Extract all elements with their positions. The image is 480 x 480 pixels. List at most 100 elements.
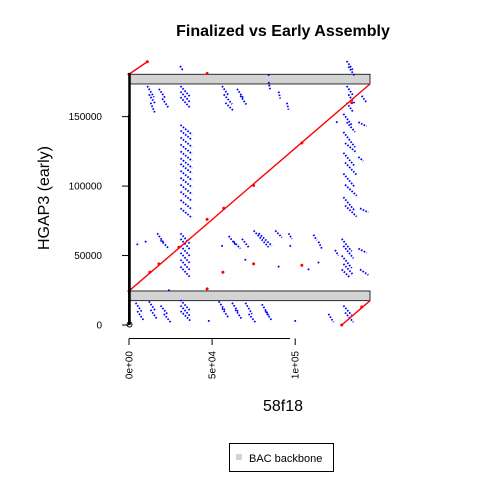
reverse-alignment: [221, 307, 230, 319]
x-tick-label: 5e+04: [208, 351, 219, 380]
y-tick-label: 100000: [69, 182, 103, 193]
x-tick-label: 0e+00: [125, 351, 136, 380]
reverse-alignment: [344, 311, 355, 323]
reverse-alignment: [136, 310, 145, 322]
reverse-alignment: [233, 241, 242, 250]
reverse-alignment: [236, 88, 245, 100]
forward-point: [145, 60, 149, 64]
reverse-alignment: [159, 239, 170, 250]
reverse-alignment: [359, 207, 369, 214]
reverse-alignment: [179, 129, 193, 141]
reverse-alignment: [179, 143, 193, 155]
reverse-alignment: [179, 124, 193, 136]
reverse-alignment: [334, 249, 340, 257]
reverse-alignment: [342, 131, 356, 148]
reverse-alignment: [179, 163, 193, 175]
forward-point: [252, 262, 256, 266]
reverse-alignment: [244, 302, 253, 315]
reverse-alignment: [252, 229, 270, 248]
reverse-alignment: [342, 304, 353, 316]
reverse-point: [136, 243, 139, 246]
reverse-alignment: [274, 229, 283, 239]
forward-point: [360, 305, 364, 309]
reverse-alignment: [179, 310, 192, 322]
reverse-alignment: [179, 238, 192, 251]
forward-alignment: [128, 83, 371, 292]
forward-point: [300, 141, 304, 145]
reverse-alignment: [239, 95, 248, 107]
reverse-alignment: [159, 304, 168, 315]
reverse-alignment: [179, 184, 193, 196]
reverse-alignment: [287, 232, 293, 240]
reverse-alignment: [357, 247, 368, 254]
forward-point: [340, 323, 344, 327]
reverse-alignment: [148, 93, 157, 105]
reverse-alignment: [345, 85, 355, 97]
reverse-alignment: [156, 232, 165, 244]
reverse-alignment: [360, 95, 368, 104]
reverse-alignment: [342, 173, 356, 189]
reverse-alignment: [179, 299, 192, 312]
reverse-alignment: [179, 190, 193, 203]
y-axis-label: HGAP3 (early): [36, 146, 53, 250]
forward-alignment: [128, 61, 148, 75]
reverse-alignment: [312, 234, 318, 241]
reverse-alignment: [179, 232, 192, 246]
x-tick-label: 1e+05: [291, 351, 302, 380]
forward-point: [157, 262, 161, 266]
reverse-alignment: [179, 207, 193, 219]
reverse-alignment: [146, 85, 155, 98]
forward-point: [350, 101, 354, 105]
reverse-alignment: [179, 245, 192, 258]
reverse-point: [207, 319, 210, 322]
reverse-point: [294, 319, 297, 322]
reverse-alignment: [179, 150, 193, 162]
reverse-alignment: [342, 152, 356, 168]
backbone-band: [128, 73, 371, 85]
reverse-alignment: [344, 161, 358, 176]
reverse-alignment: [347, 66, 356, 77]
legend: BAC backbone: [229, 443, 334, 472]
reverse-alignment: [179, 259, 192, 272]
x-axis-ticks: 0e+00 5e+04 1e+05: [125, 338, 302, 380]
reverse-alignment: [344, 204, 358, 218]
reverse-alignment: [148, 300, 157, 312]
reverse-point: [335, 121, 338, 124]
reverse-alignment: [179, 157, 193, 169]
y-axis-ticks: 0 50000 100000 150000: [69, 112, 129, 332]
reverse-alignment: [344, 142, 358, 154]
reverse-point: [144, 240, 147, 243]
reverse-point: [179, 65, 182, 68]
reverse-point: [167, 289, 170, 292]
reverse-alignment: [264, 310, 273, 322]
forward-point: [252, 183, 256, 187]
x-axis-label: 58f18: [263, 398, 303, 415]
reverse-alignment: [357, 121, 368, 128]
forward-point: [205, 287, 209, 291]
forward-point: [300, 263, 304, 267]
y-tick-label: 0: [96, 321, 102, 332]
reverse-point: [221, 244, 224, 247]
forward-alignments: [127, 60, 371, 327]
reverse-alignment: [317, 241, 323, 249]
forward-point: [222, 206, 226, 210]
reverse-alignment: [346, 121, 356, 133]
reverse-alignment: [327, 313, 335, 323]
y-tick-label: 150000: [69, 112, 103, 123]
reverse-alignment: [218, 300, 227, 312]
forward-point: [205, 72, 209, 76]
reverse-alignment: [267, 81, 272, 91]
forward-point: [177, 245, 181, 249]
reverse-alignment: [342, 263, 355, 276]
reverse-alignment: [261, 303, 270, 316]
reverse-alignment: [231, 302, 240, 314]
reverse-alignment: [342, 245, 355, 259]
reverse-alignment: [224, 102, 235, 112]
reverse-alignment: [286, 102, 290, 110]
reverse-alignment: [158, 88, 167, 100]
reverse-alignment: [359, 268, 369, 276]
reverse-alignment: [163, 313, 172, 323]
reverse-alignment: [179, 304, 192, 318]
reverse-point: [267, 73, 270, 76]
